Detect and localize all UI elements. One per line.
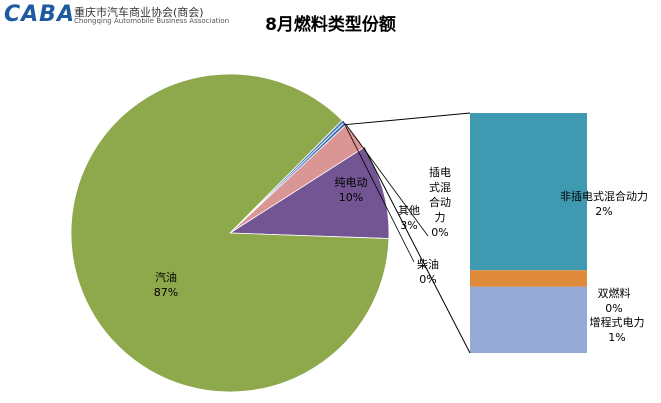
bar-segment-1	[470, 270, 587, 287]
connectors	[346, 112, 471, 354]
pie	[70, 73, 390, 393]
leader-diesel	[342, 121, 415, 263]
logo: CABA 重庆市汽车商业协会(商会) Chongqing Automobile …	[4, 2, 229, 28]
label-diesel: 柴油 0%	[417, 257, 439, 286]
label-pure-electric: 纯电动 10%	[335, 176, 368, 204]
breakdown-bar	[470, 113, 587, 353]
bar-segment-2	[470, 286, 587, 353]
bar-segment-0	[470, 113, 587, 271]
label-non-plugin-hybrid: 非插电式混合动力 2%	[560, 189, 648, 218]
pie-slice-4	[70, 73, 390, 393]
logo-english-name: Chongqing Automobile Business Associatio…	[74, 17, 230, 25]
chart-title: 8月燃料类型份额	[265, 15, 396, 35]
label-phev: 插电式混合动力 0%	[429, 165, 451, 239]
logo-mark: CABA	[4, 2, 75, 27]
connector-bottom	[363, 147, 471, 354]
connector-top	[346, 112, 471, 126]
label-gasoline: 汽油 87%	[154, 270, 178, 299]
label-other: 其他3%	[398, 204, 420, 232]
logo-chinese-name: 重庆市汽车商业协会(商会)	[74, 6, 204, 19]
leader-phev	[344, 123, 429, 237]
label-dual-fuel: 双燃料 0%	[598, 286, 631, 315]
label-range-extender: 增程式电力 1%	[590, 315, 645, 344]
